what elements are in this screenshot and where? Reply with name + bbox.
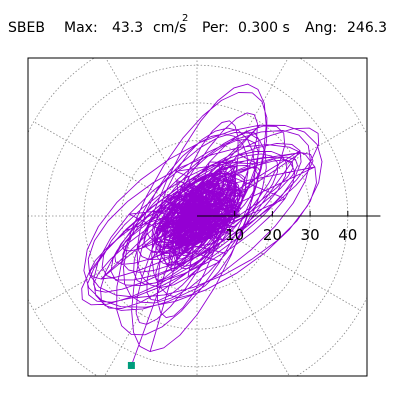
orbit-path <box>81 83 323 366</box>
peak-marker <box>127 361 135 369</box>
station-code: SBEB <box>8 20 45 36</box>
peak-marker-layer <box>127 361 135 369</box>
radial-tick-labels: 10 20 30 40 <box>225 226 357 244</box>
max-value: 43.3 <box>112 20 144 36</box>
radial-axis <box>197 211 381 217</box>
angle-label: Ang: <box>305 20 338 36</box>
period-label: Per: <box>202 20 229 36</box>
chart-header: SBEB Max: 43.3 cm/s 2 Per: 0.300 s Ang: … <box>0 0 400 40</box>
tick-label-40: 40 <box>338 226 357 244</box>
plot-frame <box>27 57 368 377</box>
tick-label-10: 10 <box>225 226 244 244</box>
tick-label-20: 20 <box>263 226 282 244</box>
angle-value: 246.3 <box>347 20 388 36</box>
tick-label-30: 30 <box>301 226 320 244</box>
max-unit-exponent: 2 <box>182 13 189 24</box>
orbit-trace <box>81 83 323 366</box>
max-unit: cm/s <box>153 20 187 36</box>
period-value: 0.300 s <box>238 20 290 36</box>
max-label: Max: <box>64 20 98 36</box>
